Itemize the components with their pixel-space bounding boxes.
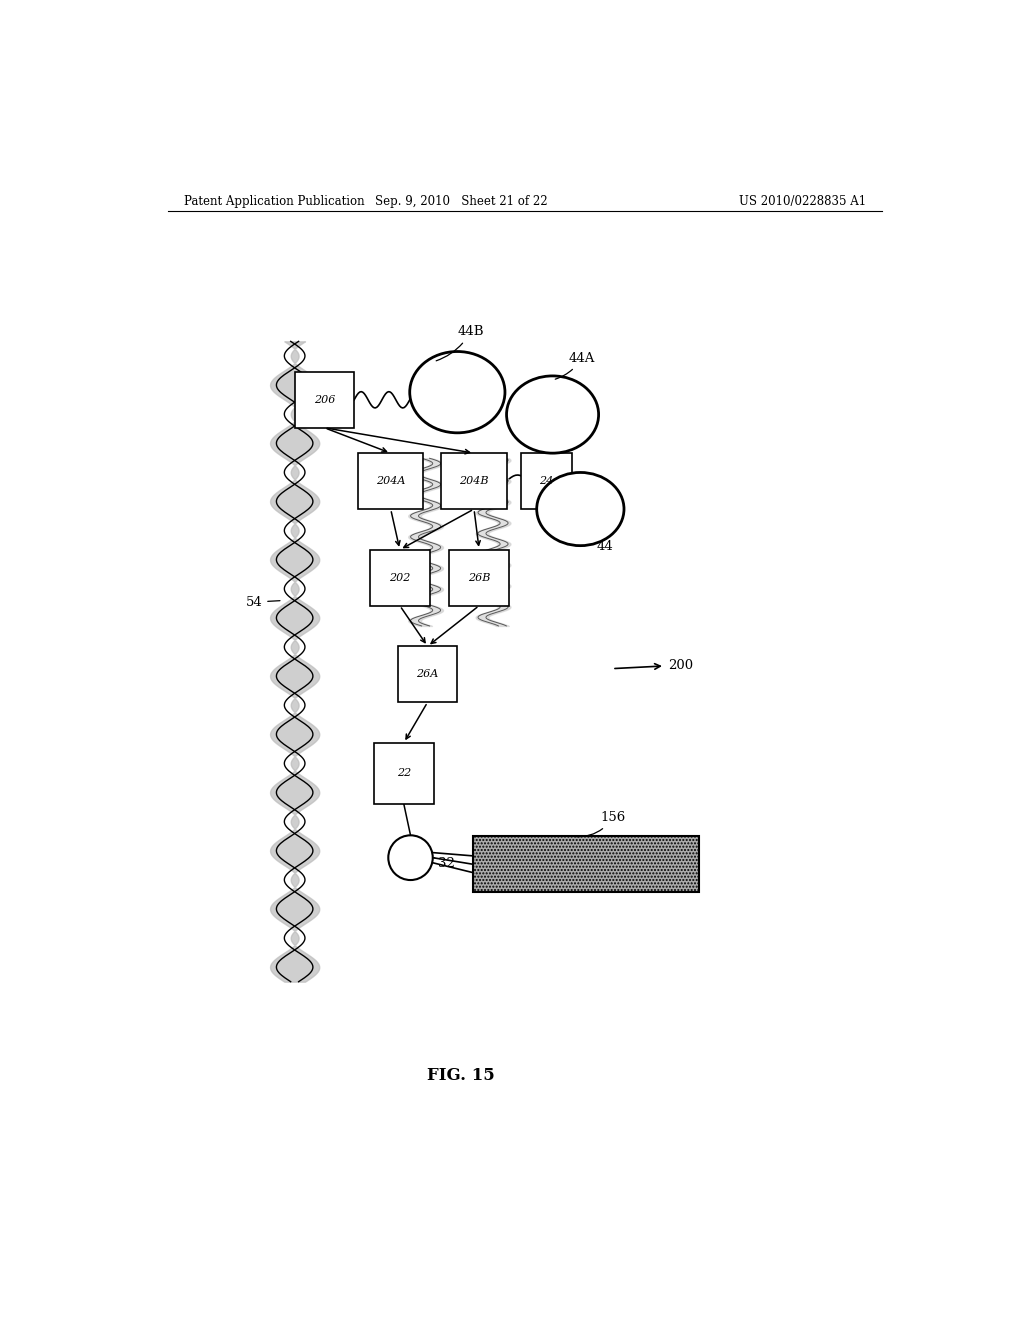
FancyBboxPatch shape bbox=[374, 743, 433, 804]
Text: 32: 32 bbox=[433, 857, 455, 870]
Text: 24: 24 bbox=[540, 477, 554, 486]
FancyBboxPatch shape bbox=[295, 372, 354, 428]
Text: Sep. 9, 2010   Sheet 21 of 22: Sep. 9, 2010 Sheet 21 of 22 bbox=[375, 194, 548, 207]
Text: 54: 54 bbox=[246, 595, 280, 609]
Text: 26B: 26B bbox=[468, 573, 490, 582]
Text: 22: 22 bbox=[396, 768, 411, 779]
FancyBboxPatch shape bbox=[370, 549, 430, 606]
Text: 204B: 204B bbox=[459, 477, 488, 486]
Text: 44B: 44B bbox=[436, 325, 484, 360]
FancyBboxPatch shape bbox=[441, 453, 507, 510]
Text: 44: 44 bbox=[596, 540, 613, 553]
Text: 200: 200 bbox=[614, 659, 693, 672]
Text: 202: 202 bbox=[389, 573, 411, 582]
Text: Patent Application Publication: Patent Application Publication bbox=[183, 194, 365, 207]
Text: 204A: 204A bbox=[376, 477, 406, 486]
Ellipse shape bbox=[410, 351, 505, 433]
Text: 44A: 44A bbox=[555, 351, 595, 379]
FancyBboxPatch shape bbox=[358, 453, 423, 510]
Ellipse shape bbox=[537, 473, 624, 545]
Ellipse shape bbox=[507, 376, 599, 453]
Text: FIG. 15: FIG. 15 bbox=[427, 1067, 496, 1084]
FancyBboxPatch shape bbox=[397, 647, 458, 702]
Text: 156: 156 bbox=[575, 810, 626, 837]
Text: 206: 206 bbox=[313, 395, 335, 405]
Ellipse shape bbox=[388, 836, 433, 880]
Text: 26A: 26A bbox=[417, 669, 438, 680]
FancyBboxPatch shape bbox=[450, 549, 509, 606]
FancyBboxPatch shape bbox=[521, 453, 572, 510]
Bar bbox=[473, 837, 699, 892]
Text: US 2010/0228835 A1: US 2010/0228835 A1 bbox=[739, 194, 866, 207]
